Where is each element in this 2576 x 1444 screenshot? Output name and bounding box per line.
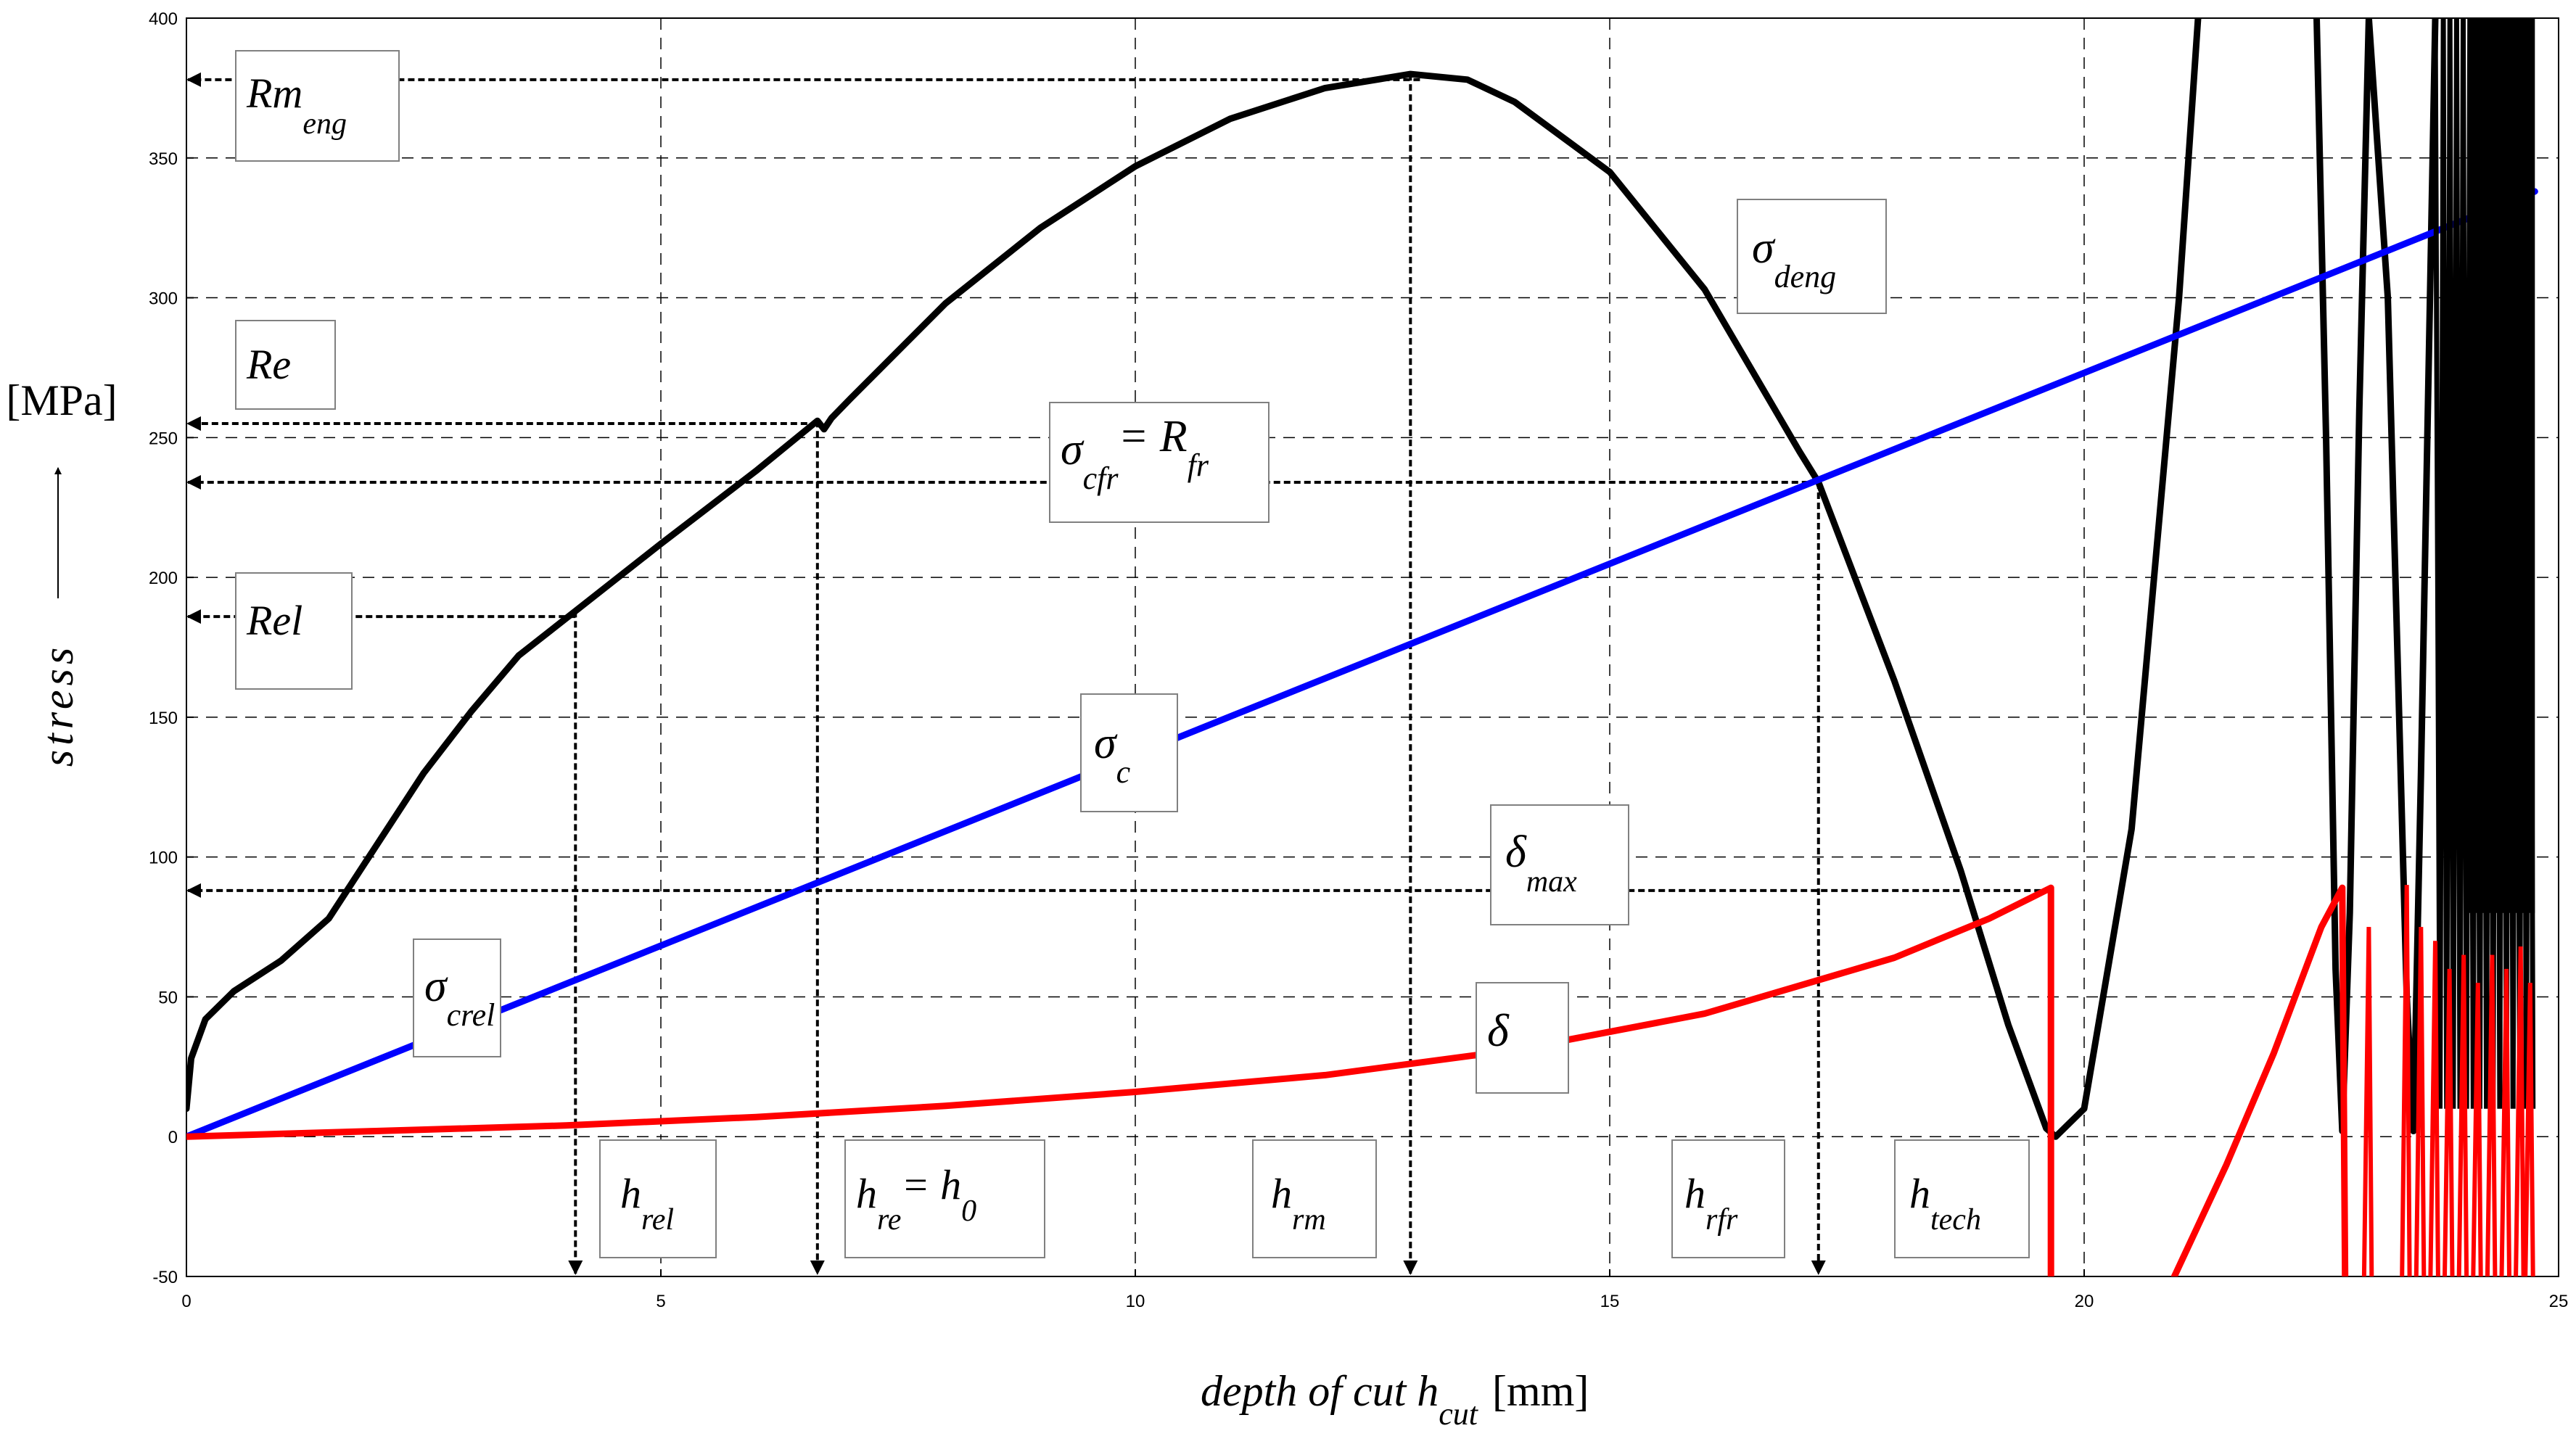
y-tick-label: 200 [149,569,178,588]
y-tick-label: 400 [149,9,178,29]
x-axis-label-main: depth of cut h [1201,1367,1439,1415]
svg-text:δmax: δmax [1505,828,1577,899]
vmarker-h-re-label: h [856,1170,877,1217]
vmarker-h-rfr-label: h [1684,1170,1705,1217]
svg-text:σc: σc [1094,719,1131,790]
marker-re: Re [235,320,336,410]
vmarker-h-re-suffix-sub: 0 [961,1195,976,1228]
x-axis-label-sub: cut [1439,1396,1479,1432]
svg-text:hrm: hrm [1271,1170,1326,1237]
annotation-sigma-deng-label: σ [1752,223,1776,273]
marker-rel-label: Rel [246,597,303,644]
y-tick-label: 350 [149,149,178,169]
series-line-delta [186,884,2054,1276]
marker-delta-max-sub: max [1526,865,1577,899]
vmarker-h-re-sub: re [877,1203,901,1237]
vmarker-h-tech: htech [1894,1139,2030,1258]
x-axis-label-unit: [mm] [1492,1367,1589,1415]
marker-rm-eng-sub: eng [303,107,347,141]
vmarker-h-rm-label: h [1271,1170,1292,1217]
vmarker-h-re-suffix: = h [901,1161,961,1208]
series-line-delta-spike [2485,954,2498,1276]
series-line-delta-spike [2523,983,2535,1276]
marker-rm-eng-label: Rm [246,70,303,117]
x-axis-label: depth of cut hcut [mm] [1201,1367,1589,1432]
annotation-sigma-cfr-sub: cfr [1083,461,1119,496]
y-tick-label: 300 [149,289,178,309]
vmarker-h-rfr-sub: rfr [1705,1203,1738,1237]
series-line-delta-spike [2456,954,2469,1276]
x-tick-label: 0 [181,1292,191,1311]
series-line-delta-spike [2414,927,2427,1276]
svg-text:hrel: hrel [620,1170,674,1237]
vmarker-h-rel: hrel [599,1139,717,1258]
x-tick-label: 5 [656,1292,665,1311]
y-tick-label: -50 [152,1268,178,1287]
vmarker-h-rel-label: h [620,1170,641,1217]
vmarker-h-rfr: hrfr [1671,1139,1785,1258]
y-tick-label: 150 [149,709,178,728]
series-line-sigma_deng [186,18,2202,1140]
plot-frame [186,17,2559,1277]
vmarker-h-re: hre= h0 [844,1139,1045,1258]
annotation-sigma-deng-sub: deng [1774,259,1837,294]
vmarker-h-rm: hrm [1252,1139,1377,1258]
data-series [186,18,2538,1276]
annotation-sigma-c-sub: c [1116,754,1131,790]
svg-text:hrfr: hrfr [1684,1170,1738,1237]
x-tick-label: 15 [1600,1292,1620,1311]
series-line-delta-spike [2443,968,2455,1276]
series-line-sigma_deng_tail [2313,18,2439,1134]
y-axis-unit: [MPa] [6,376,117,424]
svg-text:htech: htech [1909,1170,1981,1237]
x-tick-label: 25 [2549,1292,2569,1311]
marker-rel: Rel [235,572,353,690]
vmarker-h-tech-sub: tech [1930,1203,1981,1237]
annotation-sigma-cfr: σcfr= Rfr [1049,402,1270,523]
svg-text:σcrel: σcrel [424,962,495,1033]
series-line-delta-spike [2400,885,2412,1276]
series-line-sigma_c [186,188,2538,1140]
marker-delta-max: δmax [1490,804,1629,925]
annotation-sigma-cfr-suffix-sub: fr [1188,447,1209,483]
series-line-delta_tail [2170,884,2349,1276]
vmarker-h-tech-label: h [1909,1170,1930,1217]
annotation-sigma-c-label: σ [1094,719,1118,768]
vmarker-h-rm-sub: rm [1292,1203,1326,1237]
marker-delta-max-label: δ [1505,828,1527,877]
annotation-sigma-crel: σcrel [413,938,501,1057]
series-line-delta-spike [2428,941,2440,1276]
grid-lines [186,18,2559,1276]
y-tick-label: 0 [168,1128,178,1147]
annotation-sigma-cfr-suffix: = R [1118,412,1187,461]
series-line-delta-spike [2361,927,2374,1276]
y-axis-label: stress [34,643,82,767]
series-line-delta-spike [2499,968,2511,1276]
svg-text:hre= h0: hre= h0 [856,1161,976,1237]
marker-rm-eng: Rmeng [235,50,400,162]
annotation-delta: δ [1476,982,1569,1094]
y-tick-label: 50 [158,988,178,1007]
y-tick-label: 100 [149,849,178,868]
svg-text:σcfr= Rfr: σcfr= Rfr [1061,412,1209,496]
annotation-delta-label: δ [1487,1004,1510,1056]
annotation-sigma-crel-sub: crel [447,997,495,1033]
svg-text:σdeng: σdeng [1752,223,1836,294]
x-tick-label: 20 [2075,1292,2094,1311]
series-band-sigma-deng [2468,18,2535,913]
series-line-delta-spike [2471,983,2483,1276]
marker-re-label: Re [246,341,291,388]
annotation-sigma-c: σc [1080,693,1178,812]
svg-text:Rmeng: Rmeng [246,70,347,141]
y-tick-label: 250 [149,429,178,448]
annotation-sigma-cfr-label: σ [1061,425,1085,474]
annotation-sigma-crel-label: σ [424,962,448,1011]
series-line-delta-spike [2514,946,2526,1276]
x-tick-label: 10 [1126,1292,1145,1311]
annotation-sigma-deng: σdeng [1737,199,1887,314]
vmarker-h-rel-sub: rel [641,1203,674,1237]
